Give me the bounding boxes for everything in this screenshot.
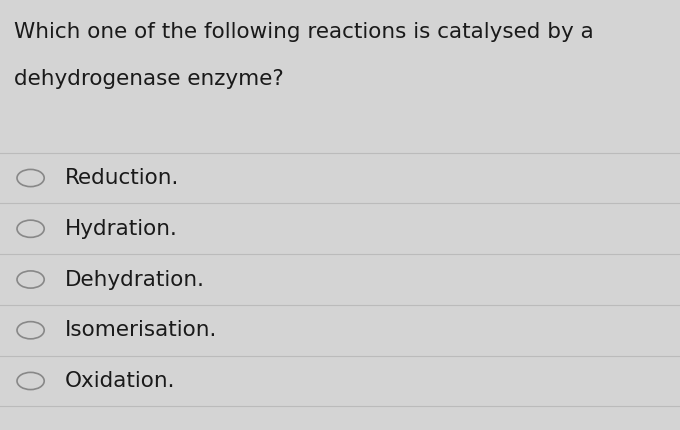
Text: Reduction.: Reduction.	[65, 168, 179, 188]
Text: Hydration.: Hydration.	[65, 219, 177, 239]
Text: Isomerisation.: Isomerisation.	[65, 320, 217, 340]
Text: Oxidation.: Oxidation.	[65, 371, 175, 391]
Text: Dehydration.: Dehydration.	[65, 270, 205, 289]
Text: dehydrogenase enzyme?: dehydrogenase enzyme?	[14, 69, 284, 89]
Text: Which one of the following reactions is catalysed by a: Which one of the following reactions is …	[14, 22, 594, 42]
